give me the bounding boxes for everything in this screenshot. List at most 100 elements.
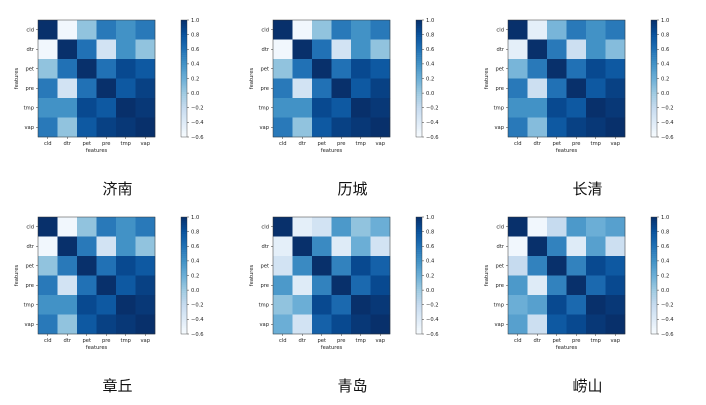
colorbar-segment [651, 111, 657, 114]
colorbar-segment [181, 269, 187, 272]
colorbar-segment [181, 298, 187, 302]
colorbar-segment [181, 99, 187, 103]
heatmap-cell [527, 59, 548, 79]
colorbar-tick-label: −0.6 [661, 332, 674, 338]
colorbar-segment [416, 49, 422, 52]
colorbar-segment [416, 289, 422, 292]
heatmap-cell [547, 256, 567, 276]
colorbar-segment [181, 129, 187, 132]
heatmap-cell [273, 59, 293, 79]
y-tick-label: pre [495, 283, 504, 289]
colorbar-segment [416, 291, 422, 294]
y-tick-label: pre [25, 283, 34, 289]
heatmap-cell [312, 59, 332, 79]
x-tick-label: cld [44, 338, 52, 344]
colorbar-segment [651, 242, 657, 245]
colorbar-segment [651, 103, 657, 107]
colorbar-segment [651, 257, 657, 261]
y-tick-label: vap [24, 125, 34, 131]
heatmap-cell [527, 78, 548, 99]
colorbar-segment [416, 318, 422, 321]
heatmap-cell [77, 314, 97, 335]
colorbar-segment [181, 230, 187, 233]
colorbar-segment [181, 105, 187, 109]
heatmap-cell [547, 314, 567, 335]
colorbar-segment [416, 133, 422, 136]
colorbar-segment [181, 283, 187, 286]
heatmap-cell [77, 275, 97, 296]
colorbar-segment [181, 267, 187, 270]
colorbar-segment [416, 84, 422, 87]
colorbar-tick-label: −0.2 [191, 303, 204, 309]
colorbar-segment [181, 57, 187, 60]
colorbar-segment [651, 291, 657, 294]
heatmap-frame [272, 216, 391, 335]
colorbar-segment [416, 314, 422, 317]
heatmap-cell [135, 236, 156, 257]
heatmap-cell [292, 39, 313, 60]
colorbar-segment [181, 123, 187, 126]
colorbar-tick-label: −0.6 [426, 332, 439, 338]
heatmap-frame [37, 19, 156, 138]
heatmap-cell [370, 78, 391, 99]
colorbar-segment [181, 246, 187, 249]
colorbar-segment [416, 105, 422, 109]
colorbar-segment [651, 244, 657, 247]
colorbar-segment [181, 49, 187, 52]
colorbar-segment [651, 33, 657, 36]
y-tick-label: vap [494, 125, 504, 131]
colorbar-segment [416, 238, 422, 241]
heatmap-cell [312, 314, 332, 335]
colorbar-tick-label: 0.4 [426, 259, 435, 265]
colorbar-segment [181, 293, 187, 296]
x-tick-label: cld [514, 338, 522, 344]
heatmap-cell [116, 295, 136, 315]
colorbar-tick-label: 0.0 [191, 91, 199, 97]
colorbar-segment [181, 312, 187, 315]
x-axis-label: features [86, 345, 108, 351]
colorbar-segment [416, 252, 422, 255]
heatmap-cell [273, 314, 293, 335]
y-tick-label: cld [496, 28, 504, 34]
heatmap-cell [527, 295, 548, 315]
colorbar-segment [651, 109, 657, 112]
heatmap-panel: cld cld dtr dtr pet pet pre pre tmp tmp vap vap feat… [235, 205, 470, 405]
colorbar-segment [651, 39, 657, 42]
heatmap-cell [38, 236, 58, 257]
colorbar-segment [416, 254, 422, 257]
y-tick-label: pet [260, 67, 269, 73]
colorbar-segment [651, 306, 657, 309]
colorbar-segment [181, 322, 187, 325]
heatmap-cell [77, 98, 97, 118]
colorbar-segment [651, 226, 657, 229]
colorbar-segment [416, 218, 422, 222]
colorbar-segment [416, 45, 422, 48]
colorbar-segment [651, 236, 657, 239]
heatmap-cell [566, 59, 587, 79]
colorbar-tick-label: 0.2 [661, 273, 669, 279]
colorbar-segment [416, 259, 422, 263]
colorbar-segment [651, 267, 657, 270]
colorbar-segment [416, 33, 422, 36]
colorbar-segment [416, 39, 422, 42]
colorbar-segment [651, 82, 657, 85]
colorbar-segment [416, 76, 422, 79]
heatmap-cell [331, 98, 352, 118]
colorbar-segment [181, 135, 187, 138]
heatmap-cell [116, 39, 136, 60]
heatmap-cell [351, 59, 371, 79]
colorbar-segment [416, 111, 422, 114]
colorbar-segment [181, 318, 187, 321]
colorbar-segment [416, 330, 422, 333]
colorbar-segment [181, 217, 187, 220]
colorbar-segment [651, 76, 657, 79]
colorbar-segment [416, 21, 422, 25]
heatmap-cell [370, 39, 391, 60]
colorbar-segment [181, 291, 187, 294]
colorbar-segment [651, 275, 657, 278]
heatmap-cell [292, 117, 313, 138]
colorbar-segment [181, 320, 187, 323]
colorbar-segment [651, 256, 657, 259]
colorbar-segment [181, 47, 187, 50]
heatmap-cell [508, 20, 528, 40]
